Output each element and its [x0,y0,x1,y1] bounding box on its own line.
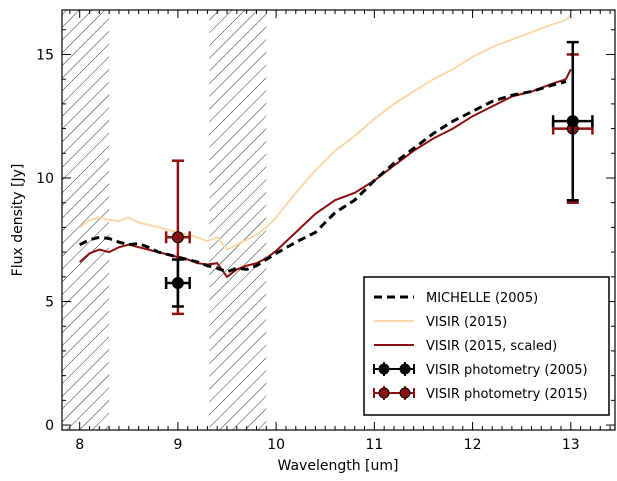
x-tick-label: 9 [173,437,182,453]
plot-frame [61,9,616,431]
hatched-bands [62,10,267,430]
legend-entry-1: VISIR (2015) [374,315,507,330]
x-axis-label: Wavelength [um] [278,458,399,474]
spectrum-lines [79,14,572,279]
legend-label: VISIR (2015, scaled) [426,339,557,354]
legend-entry-0: MICHELLE (2005) [374,291,538,306]
legend-entry-2: VISIR (2015, scaled) [374,339,557,354]
series-line-0 [79,80,567,274]
photometry-points [164,40,594,316]
legend-label: VISIR photometry (2005) [426,363,588,378]
x-axis-ticks: 8 9 10 11 12 13 [69,10,611,453]
x-tick-label: 13 [562,437,580,453]
hatched-band-1 [209,10,267,430]
legend: MICHELLE (2005) VISIR (2015) VISIR (2015, … [363,276,610,416]
series-line-2 [79,68,572,279]
y-axis-label: Flux density [Jy] [10,164,26,277]
photometry-point-0-0 [164,258,191,308]
hatched-band-0 [62,10,110,430]
y-tick-label: 15 [36,47,54,63]
legend-label: MICHELLE (2005) [426,291,538,306]
legend-label: VISIR photometry (2015) [426,387,588,402]
y-axis-ticks: 0 5 10 15 [36,29,615,434]
y-tick-label: 5 [45,295,54,311]
legend-entry-4: VISIR photometry (2015) [373,386,588,402]
legend-entry-3: VISIR photometry (2005) [373,362,588,378]
legend-label: VISIR (2015) [426,315,507,330]
x-tick-label: 12 [464,437,482,453]
series-line-1 [79,14,572,251]
y-tick-label: 0 [45,418,54,434]
x-tick-label: 11 [365,437,383,453]
photometry-point-0-1 [551,40,594,202]
x-tick-label: 8 [75,437,84,453]
x-tick-label: 10 [267,437,285,453]
y-tick-label: 10 [36,171,54,187]
